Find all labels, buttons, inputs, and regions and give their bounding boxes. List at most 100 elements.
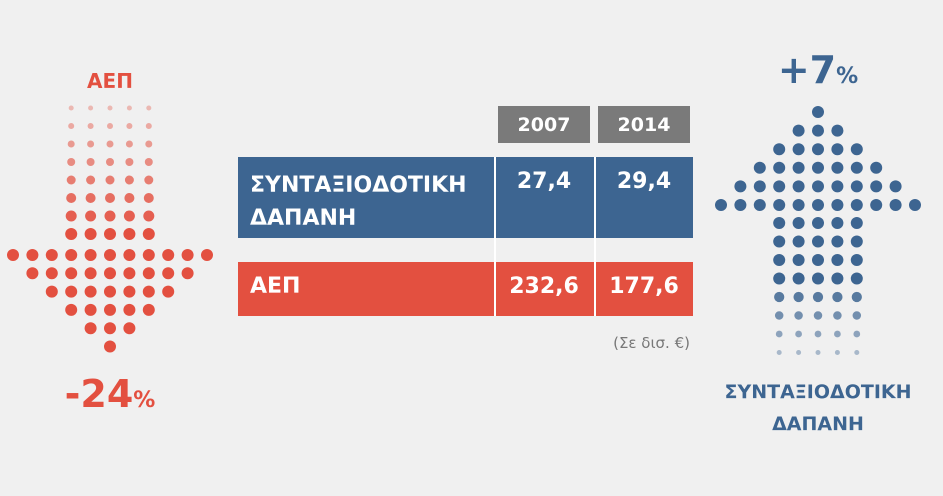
- dot: [774, 291, 785, 303]
- dot: [812, 143, 824, 156]
- dot: [812, 124, 824, 137]
- dot: [792, 143, 805, 156]
- dot: [66, 175, 76, 185]
- dot: [889, 199, 902, 211]
- right-label: ΣΥΝΤΑΞΙΟΔΟΤΙΚΗ ΔΑΠΑΝΗ: [724, 381, 912, 435]
- dot: [854, 350, 860, 355]
- dot: [812, 106, 824, 118]
- separator: [594, 262, 596, 316]
- dot: [794, 311, 803, 320]
- dot: [850, 272, 863, 285]
- dot: [162, 249, 175, 261]
- change-value: -24: [64, 372, 134, 416]
- dot: [146, 105, 152, 111]
- dot: [181, 267, 194, 280]
- cell: 29,4: [616, 169, 672, 194]
- table-row: ΣΥΝΤΑΞΙΟΔΟΤΙΚΗ ΔΑΠΑΝΗ 27,4 29,4: [238, 157, 693, 238]
- dot: [870, 161, 883, 174]
- dot: [792, 235, 805, 248]
- dot: [66, 193, 77, 203]
- dot: [107, 105, 113, 111]
- dot: [812, 291, 824, 303]
- dot: [125, 158, 134, 166]
- dot: [104, 210, 116, 222]
- dot: [831, 254, 844, 266]
- dot: [106, 158, 114, 166]
- dot: [889, 180, 902, 193]
- dot: [123, 322, 136, 335]
- dot: [84, 267, 97, 280]
- cell: 232,6: [509, 274, 579, 299]
- dot: [67, 158, 76, 166]
- dot: [126, 123, 133, 129]
- dot: [814, 330, 822, 338]
- dot: [65, 210, 77, 222]
- dot: [773, 235, 786, 248]
- dot: [832, 291, 843, 303]
- row-label: ΑΕΠ: [250, 274, 301, 299]
- dot: [126, 105, 132, 111]
- dot: [850, 217, 863, 229]
- dot: [123, 285, 136, 298]
- dot: [831, 124, 844, 137]
- change-unit: %: [836, 64, 859, 89]
- column-header: 2007: [498, 106, 590, 143]
- dot: [142, 249, 155, 261]
- dot: [106, 140, 114, 148]
- dot: [870, 180, 883, 193]
- dot: [104, 303, 116, 316]
- dot: [143, 193, 154, 203]
- dot: [773, 199, 786, 211]
- dot: [909, 199, 921, 211]
- separator: [494, 157, 496, 238]
- dot: [105, 175, 115, 185]
- dot: [812, 161, 824, 174]
- dot: [123, 210, 135, 222]
- dot: [65, 249, 78, 261]
- dot: [84, 322, 97, 335]
- dot: [86, 175, 96, 185]
- dot: [831, 143, 844, 156]
- left-label: ΑΕΠ: [87, 69, 133, 93]
- dot: [792, 217, 805, 229]
- dot: [812, 235, 824, 248]
- dot: [144, 175, 154, 185]
- dot: [87, 123, 94, 129]
- dot: [145, 140, 153, 148]
- dot: [142, 303, 155, 316]
- dot: [812, 199, 824, 211]
- dot: [792, 272, 805, 285]
- dot: [773, 254, 786, 266]
- column-header: 2014: [598, 106, 690, 143]
- dot: [773, 180, 786, 193]
- dot: [107, 123, 113, 129]
- separator: [594, 157, 596, 238]
- dot: [776, 350, 782, 355]
- dot: [142, 285, 155, 298]
- dot: [853, 330, 861, 338]
- dot: [104, 340, 116, 353]
- change-unit: %: [133, 388, 156, 413]
- dot: [104, 228, 116, 240]
- dot: [45, 285, 58, 298]
- dot: [773, 143, 786, 156]
- dot: [715, 199, 727, 211]
- dot: [850, 161, 863, 174]
- dot: [104, 267, 116, 280]
- dot: [26, 249, 39, 261]
- cell: 27,4: [516, 169, 572, 194]
- dot: [88, 105, 94, 111]
- dot: [142, 228, 155, 240]
- dot: [773, 272, 786, 285]
- dot: [753, 180, 766, 193]
- dot: [734, 199, 747, 211]
- dot: [850, 143, 863, 156]
- dot: [831, 235, 844, 248]
- dot: [793, 291, 804, 303]
- dot: [812, 217, 824, 229]
- dot: [812, 180, 824, 193]
- dot: [792, 199, 805, 211]
- dot: [125, 140, 133, 148]
- dot: [834, 350, 840, 355]
- dot: [796, 350, 802, 355]
